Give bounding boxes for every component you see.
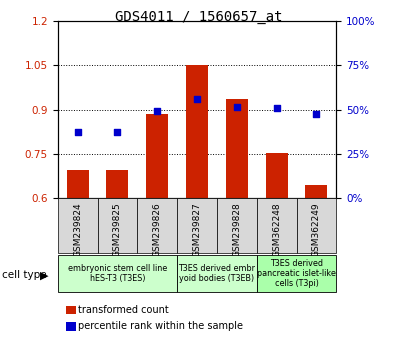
Text: embryonic stem cell line
hES-T3 (T3ES): embryonic stem cell line hES-T3 (T3ES) bbox=[68, 264, 167, 283]
Bar bbox=[66, 170, 89, 198]
Bar bbox=[217, 198, 257, 253]
Text: T3ES derived embr
yoid bodies (T3EB): T3ES derived embr yoid bodies (T3EB) bbox=[178, 264, 256, 283]
Text: transformed count: transformed count bbox=[78, 305, 169, 315]
Bar bbox=[257, 255, 336, 292]
Point bbox=[234, 104, 240, 110]
Text: T3ES derived
pancreatic islet-like
cells (T3pi): T3ES derived pancreatic islet-like cells… bbox=[257, 258, 336, 289]
Text: GSM362249: GSM362249 bbox=[312, 202, 321, 257]
Text: GSM239828: GSM239828 bbox=[232, 202, 241, 257]
Text: ▶: ▶ bbox=[40, 270, 48, 280]
Bar bbox=[186, 65, 208, 198]
Bar bbox=[146, 114, 168, 198]
Point bbox=[313, 111, 320, 117]
Bar bbox=[98, 198, 137, 253]
Text: GSM239827: GSM239827 bbox=[193, 202, 201, 257]
Bar bbox=[107, 170, 129, 198]
Bar bbox=[297, 198, 336, 253]
Bar bbox=[177, 255, 257, 292]
Point bbox=[194, 97, 200, 102]
Text: GSM239826: GSM239826 bbox=[153, 202, 162, 257]
Text: GSM239825: GSM239825 bbox=[113, 202, 122, 257]
Bar bbox=[266, 153, 287, 198]
Text: GDS4011 / 1560657_at: GDS4011 / 1560657_at bbox=[115, 10, 283, 24]
Point bbox=[273, 105, 280, 111]
Text: cell type: cell type bbox=[2, 270, 47, 280]
Bar bbox=[137, 198, 177, 253]
Bar bbox=[177, 198, 217, 253]
Text: percentile rank within the sample: percentile rank within the sample bbox=[78, 321, 244, 331]
Bar bbox=[58, 198, 98, 253]
Point bbox=[154, 108, 160, 114]
Point bbox=[74, 129, 81, 135]
Bar bbox=[306, 185, 327, 198]
Point bbox=[114, 129, 121, 135]
Text: GSM239824: GSM239824 bbox=[73, 202, 82, 257]
Text: GSM362248: GSM362248 bbox=[272, 202, 281, 257]
Bar bbox=[226, 99, 248, 198]
Bar bbox=[58, 255, 177, 292]
Bar bbox=[257, 198, 297, 253]
